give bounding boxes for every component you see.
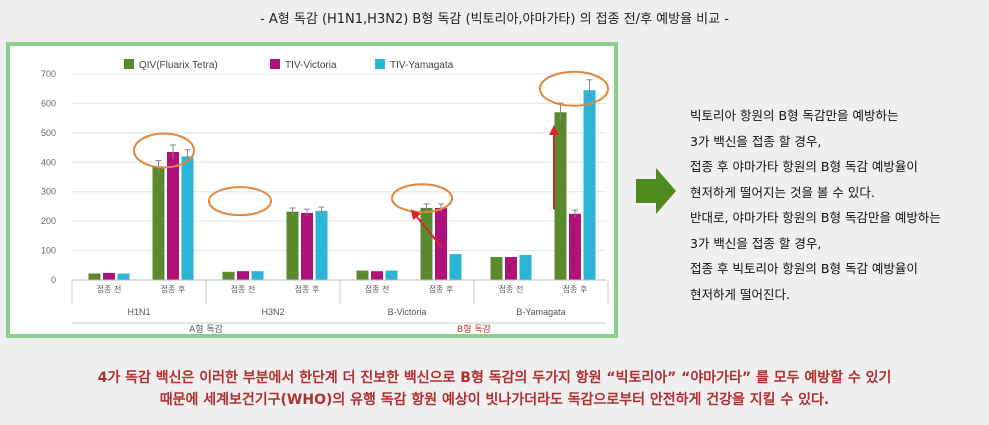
- side-line: 3가 백신을 접종 할 경우,: [690, 235, 822, 251]
- bar: [237, 271, 249, 280]
- x-tick-label: 접종 전: [231, 284, 256, 294]
- side-line: 현저하게 떨어진다.: [690, 286, 790, 302]
- x-tick-label: 접종 후: [429, 284, 454, 294]
- bar: [385, 270, 398, 280]
- highlight-ellipse: [391, 183, 453, 214]
- highlight-ellipse: [208, 186, 272, 217]
- side-line: 접종 후 야마가타 항원의 B형 독감 예방율이: [690, 159, 918, 174]
- conclusion-line: 4가 독감 백신은 이러한 부분에서 한단계 더 진보한 백신으로 B형 독감의…: [97, 370, 892, 386]
- bar: [371, 271, 383, 280]
- x-tick-label: 접종 후: [295, 284, 320, 294]
- bar: [583, 90, 596, 280]
- side-line: 현저하게 떨어지는 것을 볼 수 있다.: [690, 184, 875, 200]
- bar: [435, 207, 447, 280]
- y-tick-label: 100: [41, 246, 56, 256]
- side-line: 3가 백신을 접종 할 경우,: [690, 133, 822, 149]
- legend-swatch: [270, 59, 280, 69]
- bar: [167, 151, 179, 280]
- y-tick-label: 200: [41, 216, 56, 226]
- bar-chart: 0 100 200 300 400 500 600 700 QIV(Fluarix Tetra)…: [41, 59, 609, 334]
- supergroup-label: B형 독감: [457, 323, 491, 334]
- bar: [181, 156, 194, 280]
- supergroup-label: A형 독감: [189, 323, 223, 334]
- group-label: H3N2: [261, 307, 284, 317]
- side-line: 반대로, 야마가타 항원의 B형 독감만을 예방하는: [690, 210, 941, 225]
- bar: [222, 271, 235, 280]
- bar: [519, 254, 532, 280]
- highlight-ellipse: [133, 132, 195, 169]
- page-title: - A형 독감 (H1N1,H3N2) B형 독감 (빅토리아,야마가타) 의 …: [260, 12, 729, 27]
- legend-swatch: [124, 59, 134, 69]
- legend-label: TIV-Victoria: [285, 60, 337, 71]
- chart-frame: 0 100 200 300 400 500 600 700 QIV(Fluarix Tetra)…: [6, 42, 618, 338]
- bar: [88, 273, 101, 280]
- side-line: 빅토리아 항원의 B형 독감만을 예방하는: [690, 108, 899, 123]
- legend-swatch: [375, 59, 385, 69]
- bar: [152, 166, 165, 280]
- bar: [103, 272, 115, 280]
- y-tick-label: 700: [41, 69, 56, 79]
- x-tick-label: 접종 후: [161, 284, 186, 294]
- legend-label: TIV-Yamagata: [390, 60, 454, 71]
- highlight-ellipse: [539, 70, 609, 107]
- bar: [315, 210, 328, 280]
- bar: [554, 112, 567, 280]
- x-tick-label: 접종 후: [563, 284, 588, 294]
- side-explanation: 빅토리아 항원의 B형 독감만을 예방하는 3가 백신을 접종 할 경우, 접종…: [690, 103, 985, 307]
- x-tick-label: 접종 전: [499, 284, 524, 294]
- x-tick-label: 접종 전: [97, 284, 122, 294]
- x-tick-label: 접종 전: [365, 284, 390, 294]
- group-label: B-Victoria: [388, 307, 427, 317]
- side-line: 접종 후 빅토리아 항원의 B형 독감 예방율이: [690, 261, 918, 276]
- group-label: B-Yamagata: [516, 307, 565, 317]
- bar: [420, 207, 433, 280]
- y-tick-label: 300: [41, 187, 56, 197]
- bar: [301, 212, 313, 280]
- bar: [490, 257, 503, 280]
- y-tick-label: 0: [51, 275, 56, 285]
- group-label: H1N1: [127, 307, 150, 317]
- red-arrow: [410, 209, 443, 249]
- bar: [251, 271, 264, 280]
- bar: [356, 270, 369, 280]
- y-tick-label: 600: [41, 98, 56, 108]
- y-tick-label: 400: [41, 157, 56, 167]
- bar: [117, 273, 130, 280]
- bar: [505, 257, 517, 280]
- arrow-right-icon: [636, 168, 676, 214]
- bar: [569, 213, 581, 280]
- bar: [286, 211, 299, 280]
- conclusion-text: 4가 독감 백신은 이러한 부분에서 한단계 더 진보한 백신으로 B형 독감의…: [0, 367, 989, 411]
- conclusion-line: 때문에 세계보건기구(WHO)의 유행 독감 항원 예상이 빗나가더라도 독감으…: [159, 392, 830, 408]
- bar: [449, 254, 462, 280]
- legend-label: QIV(Fluarix Tetra): [139, 60, 218, 71]
- y-tick-label: 500: [41, 128, 56, 138]
